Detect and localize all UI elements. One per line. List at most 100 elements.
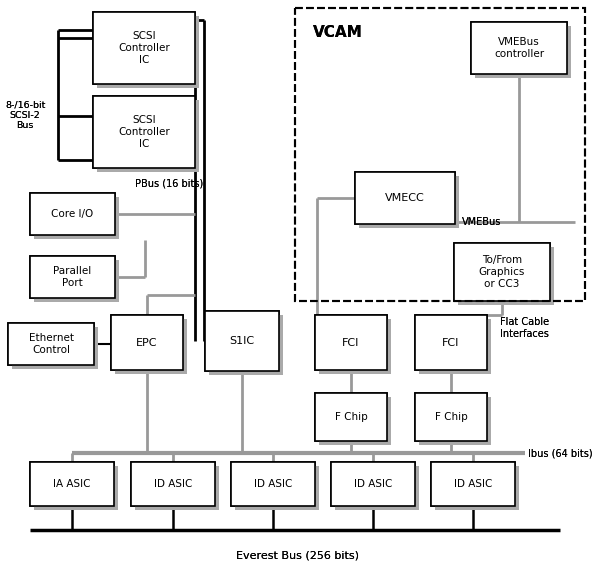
Text: VMEBus: VMEBus: [462, 217, 501, 227]
Bar: [34, 197, 119, 239]
Text: VMEBus
controller: VMEBus controller: [494, 37, 544, 59]
Bar: [111, 315, 183, 370]
Bar: [209, 315, 283, 375]
Bar: [431, 462, 515, 506]
Bar: [231, 462, 315, 506]
Bar: [8, 323, 94, 365]
Bar: [355, 172, 455, 224]
Bar: [435, 466, 519, 510]
Bar: [12, 327, 98, 369]
Text: PBus (16 bits): PBus (16 bits): [135, 179, 203, 189]
Bar: [30, 256, 115, 298]
Text: PBus (16 bits): PBus (16 bits): [135, 179, 203, 189]
Bar: [131, 462, 215, 506]
Bar: [359, 176, 459, 228]
Bar: [335, 466, 419, 510]
Bar: [34, 197, 119, 239]
Bar: [205, 311, 279, 371]
Text: F Chip: F Chip: [335, 412, 367, 422]
Text: Core I/O: Core I/O: [51, 209, 94, 219]
Text: 8-/16-bit
SCSI-2
Bus: 8-/16-bit SCSI-2 Bus: [5, 100, 45, 130]
Text: VMEBus
controller: VMEBus controller: [494, 37, 544, 59]
Bar: [355, 172, 455, 224]
Text: VCAM: VCAM: [313, 25, 363, 40]
Bar: [331, 462, 415, 506]
Bar: [115, 319, 187, 374]
Bar: [295, 8, 585, 301]
Text: To/From
Graphics
or CC3: To/From Graphics or CC3: [479, 255, 525, 289]
Bar: [131, 462, 215, 506]
Text: Core I/O: Core I/O: [51, 209, 94, 219]
Bar: [458, 247, 554, 305]
Bar: [315, 315, 387, 370]
Bar: [431, 462, 515, 506]
Text: IA ASIC: IA ASIC: [53, 479, 91, 489]
Bar: [231, 462, 315, 506]
Text: Ethernet
Control: Ethernet Control: [29, 333, 73, 355]
Text: ID ASIC: ID ASIC: [254, 479, 292, 489]
Text: FCI: FCI: [442, 337, 460, 348]
Bar: [319, 397, 391, 445]
Bar: [97, 16, 199, 88]
Bar: [319, 319, 391, 374]
Text: ID ASIC: ID ASIC: [154, 479, 192, 489]
Text: SCSI
Controller
IC: SCSI Controller IC: [118, 115, 170, 149]
Text: Flat Cable
Interfaces: Flat Cable Interfaces: [500, 317, 549, 339]
Text: Ibus (64 bits): Ibus (64 bits): [528, 448, 593, 458]
Bar: [359, 176, 459, 228]
Bar: [111, 315, 183, 370]
Bar: [319, 319, 391, 374]
Bar: [475, 26, 571, 78]
Bar: [295, 8, 585, 301]
Bar: [97, 100, 199, 172]
Bar: [93, 12, 195, 84]
Text: VMECC: VMECC: [385, 193, 425, 203]
Bar: [454, 243, 550, 301]
Bar: [34, 260, 119, 302]
Text: F Chip: F Chip: [435, 412, 467, 422]
Bar: [471, 22, 567, 74]
Bar: [115, 319, 187, 374]
Bar: [415, 315, 487, 370]
Bar: [319, 397, 391, 445]
Text: F Chip: F Chip: [435, 412, 467, 422]
Text: Ibus (64 bits): Ibus (64 bits): [528, 448, 593, 458]
Text: ID ASIC: ID ASIC: [354, 479, 392, 489]
Bar: [335, 466, 419, 510]
Text: VMEBus: VMEBus: [462, 217, 501, 227]
Text: ID ASIC: ID ASIC: [354, 479, 392, 489]
Text: Parallel
Port: Parallel Port: [53, 266, 91, 288]
Text: Ethernet
Control: Ethernet Control: [29, 333, 73, 355]
Text: FCI: FCI: [342, 337, 359, 348]
Bar: [419, 397, 491, 445]
Text: To/From
Graphics
or CC3: To/From Graphics or CC3: [479, 255, 525, 289]
Bar: [419, 319, 491, 374]
Text: S1IC: S1IC: [229, 336, 254, 346]
Bar: [30, 462, 114, 506]
Bar: [475, 26, 571, 78]
Bar: [12, 327, 98, 369]
Text: EPC: EPC: [136, 337, 158, 348]
Bar: [30, 193, 115, 235]
Bar: [135, 466, 219, 510]
Text: VCAM: VCAM: [313, 25, 363, 40]
Text: Everest Bus (256 bits): Everest Bus (256 bits): [236, 550, 359, 560]
Bar: [415, 393, 487, 441]
Bar: [415, 315, 487, 370]
Bar: [235, 466, 319, 510]
Text: ID ASIC: ID ASIC: [454, 479, 492, 489]
Text: IA ASIC: IA ASIC: [53, 479, 91, 489]
Bar: [34, 466, 118, 510]
Bar: [209, 315, 283, 375]
Bar: [435, 466, 519, 510]
Bar: [8, 323, 94, 365]
Bar: [93, 96, 195, 168]
Bar: [34, 260, 119, 302]
Text: FCI: FCI: [442, 337, 460, 348]
Text: S1IC: S1IC: [229, 336, 254, 346]
Text: ID ASIC: ID ASIC: [454, 479, 492, 489]
Bar: [30, 462, 114, 506]
Text: Everest Bus (256 bits): Everest Bus (256 bits): [236, 550, 359, 560]
Text: ID ASIC: ID ASIC: [154, 479, 192, 489]
Bar: [458, 247, 554, 305]
